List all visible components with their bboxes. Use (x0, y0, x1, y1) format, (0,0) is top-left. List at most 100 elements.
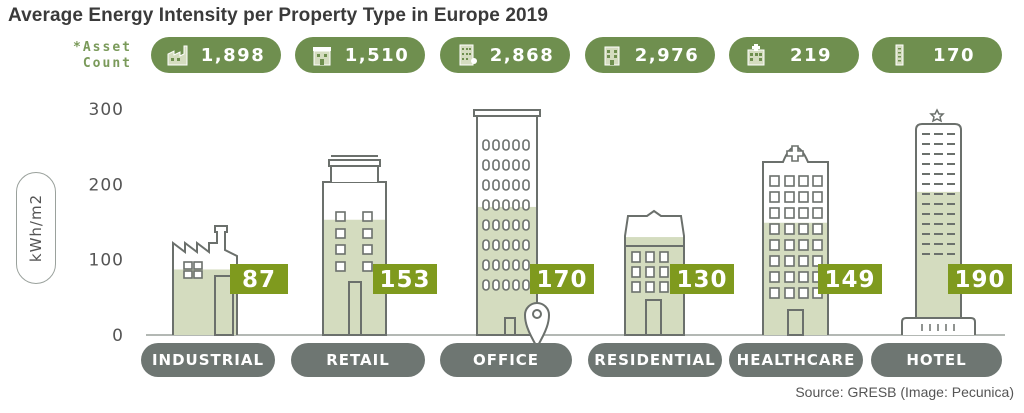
building-retail: 153 (322, 155, 437, 336)
window (502, 279, 510, 291)
window (812, 255, 823, 267)
window (183, 270, 193, 279)
window (522, 279, 530, 291)
building-residential: 130 (624, 209, 734, 336)
y-tick-label: 100 (89, 251, 124, 271)
value-label-box (948, 264, 1012, 294)
window (512, 139, 520, 151)
value-label: 130 (676, 267, 727, 293)
window (502, 199, 510, 211)
bar-fill (916, 191, 961, 335)
window (482, 239, 490, 251)
window (492, 179, 500, 191)
door (787, 309, 804, 336)
category-label-hotel: HOTEL (871, 343, 1002, 377)
window (784, 239, 795, 251)
window (769, 191, 780, 203)
value-label: 190 (954, 267, 1005, 293)
window (362, 261, 373, 272)
window (492, 159, 500, 171)
window (362, 211, 373, 222)
building-healthcare: 149 (762, 145, 882, 336)
value-label-box (818, 264, 882, 294)
window (769, 223, 780, 235)
value-label: 87 (242, 267, 276, 293)
door (348, 281, 362, 336)
window (502, 139, 510, 151)
window (798, 255, 809, 267)
asset-count-pill-residential: 2,976 (585, 37, 715, 73)
window (512, 259, 520, 271)
window (631, 281, 641, 293)
building-industrial: 87 (172, 225, 288, 336)
window (522, 239, 530, 251)
value-label-box (530, 264, 594, 294)
window (335, 211, 346, 222)
window (522, 219, 530, 231)
window (769, 255, 780, 267)
value-label: 170 (536, 267, 587, 293)
medical-cross-icon (786, 145, 804, 162)
window (512, 279, 520, 291)
window (492, 259, 500, 271)
window (659, 251, 669, 263)
category-label-office: OFFICE (440, 343, 572, 377)
asset-count-value: 1,510 (344, 44, 410, 66)
bar-fill (173, 269, 237, 335)
star-icon (929, 108, 945, 123)
door (504, 317, 516, 336)
window (631, 266, 641, 278)
window (512, 199, 520, 211)
category-label-healthcare: HEALTHCARE (729, 343, 863, 377)
asset-count-value: 2,976 (634, 44, 700, 66)
window (482, 259, 490, 271)
value-label-box (670, 264, 734, 294)
window (812, 223, 823, 235)
door (645, 299, 662, 336)
building-office: 170 (473, 109, 594, 349)
window (769, 175, 780, 187)
value-label-box (373, 264, 437, 294)
window (492, 139, 500, 151)
window (522, 159, 530, 171)
asset-count-value: 2,868 (489, 44, 555, 66)
window (798, 175, 809, 187)
window (784, 287, 795, 299)
window (522, 139, 530, 151)
asset-count-pill-industrial: 1,898 (151, 37, 281, 73)
asset-count-pill-office: 2,868 (440, 37, 570, 73)
window (512, 179, 520, 191)
window (798, 223, 809, 235)
roof (473, 109, 541, 117)
hospital-icon (747, 44, 765, 66)
window (798, 287, 809, 299)
asset-count-value: 219 (789, 44, 833, 66)
factory-icon (167, 45, 188, 66)
window (812, 175, 823, 187)
category-label-retail: RETAIL (291, 343, 425, 377)
chart-title: Average Energy Intensity per Property Ty… (8, 5, 548, 26)
location-pin-icon (523, 302, 551, 349)
window (193, 270, 203, 279)
window (482, 279, 490, 291)
hotel-tower-icon (895, 44, 904, 66)
location-pin-dot (532, 309, 542, 319)
window (512, 159, 520, 171)
window (522, 179, 530, 191)
window (492, 239, 500, 251)
window (769, 271, 780, 283)
window (362, 228, 373, 239)
window (362, 244, 373, 255)
window (482, 179, 490, 191)
building-hotel: 190 (901, 108, 1012, 335)
awning (328, 155, 381, 182)
window (482, 219, 490, 231)
building-outline (915, 123, 962, 318)
y-tick-label: 300 (89, 100, 124, 120)
shop-icon (313, 47, 331, 66)
window (193, 261, 203, 270)
source-note: Source: GRESB (Image: Pecunica) (795, 384, 1014, 400)
window (798, 191, 809, 203)
window (335, 228, 346, 239)
window (784, 175, 795, 187)
